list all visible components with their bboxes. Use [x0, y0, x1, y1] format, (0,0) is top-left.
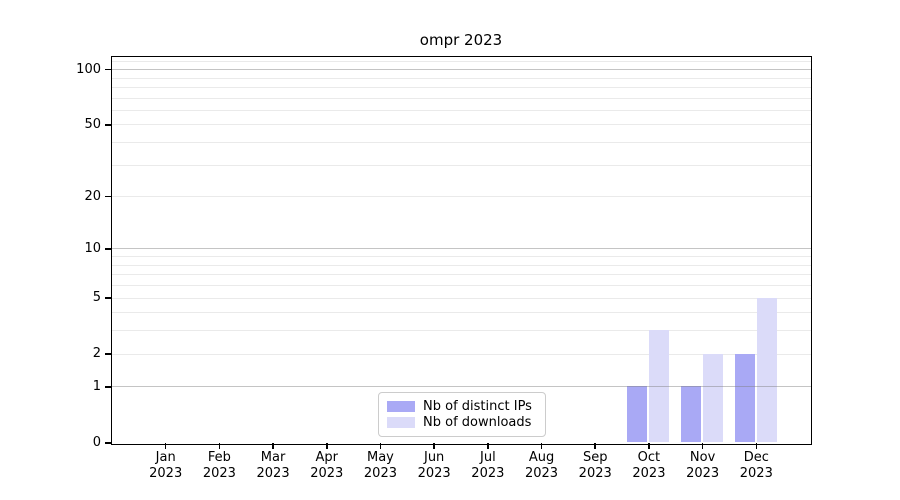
y-tick-label: 50 [84, 116, 101, 132]
y-tick-mark [105, 353, 112, 355]
y-gridline-minor [111, 124, 811, 126]
legend-item-downloads: Nb of downloads [387, 415, 537, 432]
y-gridline-minor [111, 142, 811, 144]
y-tick-mark [105, 442, 112, 444]
x-tick-label: Aug 2023 [524, 450, 559, 481]
y-gridline-minor [111, 353, 811, 355]
y-gridline-minor [111, 297, 811, 299]
x-tick-label: Jun 2023 [417, 450, 451, 481]
y-tick-label: 20 [84, 188, 101, 204]
legend-swatch-downloads-icon [387, 417, 415, 429]
x-tick-label: Mar 2023 [256, 450, 290, 481]
y-gridline-minor [111, 285, 811, 287]
bar-distinct-ips-nov [681, 386, 702, 443]
y-tick-mark [105, 195, 112, 198]
bar-downloads-dec [756, 297, 777, 443]
y-gridline-minor [111, 109, 811, 111]
x-tick-mark [648, 443, 650, 449]
x-tick-mark [594, 443, 596, 449]
y-gridline-minor [111, 196, 811, 198]
y-tick-mark [105, 248, 112, 250]
x-tick-mark [701, 443, 704, 449]
y-gridline-major [111, 69, 811, 71]
x-tick-mark [164, 443, 167, 449]
x-tick-mark [326, 443, 328, 449]
x-tick-mark [218, 443, 221, 449]
y-gridline-minor [111, 312, 811, 314]
y-gridline-minor [111, 256, 811, 258]
y-gridline-minor [111, 274, 811, 276]
y-gridline-minor [111, 61, 811, 63]
y-tick-label: 0 [92, 435, 101, 450]
x-tick-mark [755, 443, 758, 449]
plot-area [110, 55, 812, 445]
x-tick-label: Feb 2023 [202, 450, 236, 481]
legend: Nb of distinct IPs Nb of downloads [378, 392, 546, 437]
bar-downloads-oct [649, 330, 670, 443]
bar-distinct-ips-dec [734, 353, 755, 443]
legend-swatch-distinct-ips-icon [387, 400, 415, 412]
x-tick-mark [487, 443, 489, 449]
y-tick-label: 5 [92, 290, 101, 306]
x-tick-label: Apr 2023 [310, 450, 344, 481]
x-tick-label: Jan 2023 [149, 450, 183, 481]
y-tick-mark [105, 124, 112, 126]
legend-item-distinct-ips: Nb of distinct IPs [387, 398, 537, 415]
x-tick-label: May 2023 [363, 450, 397, 481]
chart-title: ompr 2023 [419, 31, 503, 49]
y-tick-label: 1 [92, 378, 101, 394]
legend-label-downloads: Nb of downloads [423, 415, 532, 431]
legend-label-distinct-ips: Nb of distinct IPs [423, 398, 532, 414]
y-tick-mark [105, 386, 112, 388]
bar-distinct-ips-oct [627, 386, 648, 443]
x-tick-mark [379, 443, 382, 449]
y-gridline-minor [111, 86, 811, 88]
y-gridline-minor [111, 164, 811, 166]
y-tick-label: 100 [76, 61, 101, 77]
y-gridline-major [111, 248, 811, 250]
x-tick-label: Sep 2023 [578, 450, 612, 481]
y-gridline-minor [111, 97, 811, 99]
x-tick-mark [272, 443, 274, 449]
x-tick-mark [540, 443, 543, 449]
y-gridline-minor [111, 77, 811, 79]
x-tick-mark [433, 443, 435, 449]
y-gridline-minor [111, 264, 811, 266]
y-gridline-major [111, 386, 811, 388]
y-tick-mark [105, 297, 112, 299]
y-tick-label: 2 [92, 346, 101, 362]
x-tick-label: Jul 2023 [471, 450, 505, 481]
y-tick-mark [105, 68, 112, 71]
x-tick-label: Nov 2023 [686, 450, 720, 481]
x-tick-label: Oct 2023 [632, 450, 666, 481]
x-tick-label: Dec 2023 [739, 450, 773, 481]
y-tick-label: 10 [84, 240, 101, 256]
y-gridline-minor [111, 330, 811, 332]
bar-downloads-nov [703, 353, 724, 443]
